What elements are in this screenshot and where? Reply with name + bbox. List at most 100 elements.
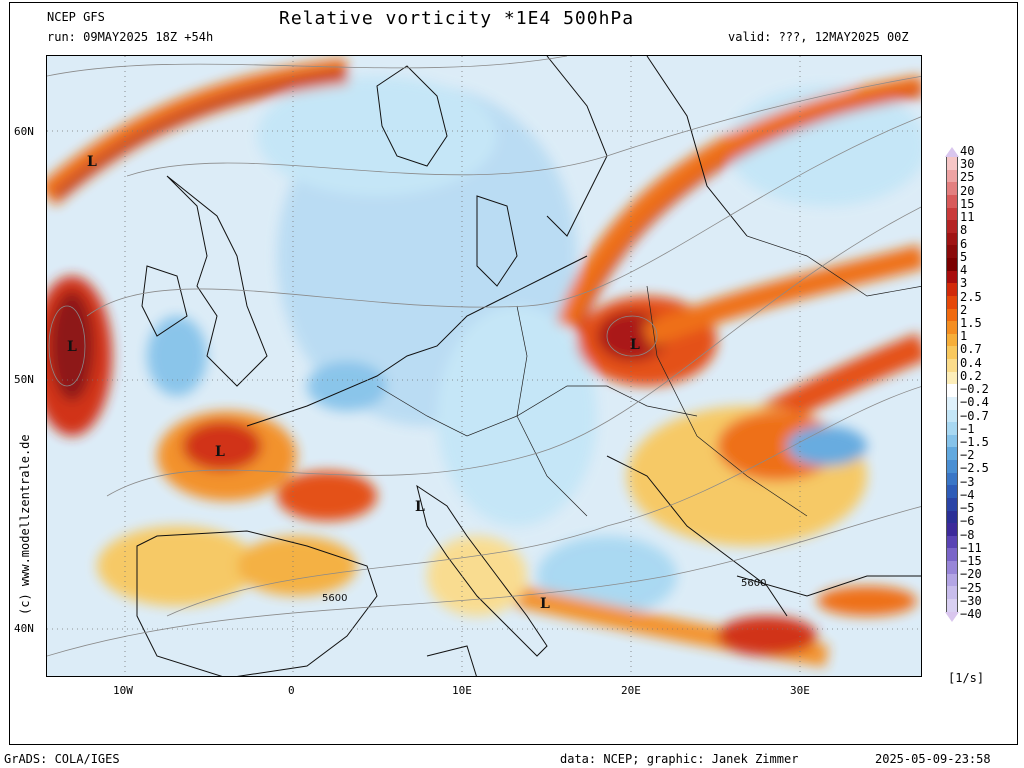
colorbar-cell	[946, 194, 958, 208]
low-marker: L	[630, 337, 640, 353]
colorbar-cell	[946, 396, 958, 410]
low-marker: L	[67, 339, 77, 355]
colorbar-level-label: 11	[960, 210, 975, 225]
colorbar-cell	[946, 497, 958, 511]
footer-credit: data: NCEP; graphic: Janek Zimmer	[560, 752, 799, 766]
colorbar-cell	[946, 447, 958, 460]
colorbar-cell	[946, 422, 958, 435]
colorbar-level-label: −15	[960, 554, 982, 569]
side-credit: (c) www.modellzentrale.de	[18, 434, 32, 615]
colorbar-level-label: −8	[960, 527, 975, 542]
colorbar-cell	[946, 182, 958, 195]
lat-label-50n: 50N	[14, 373, 34, 386]
colorbar-cell	[946, 283, 958, 296]
colorbar-cell	[946, 232, 958, 246]
colorbar-level-label: −1.5	[960, 435, 989, 450]
colorbar-cell	[946, 157, 958, 170]
colorbar-cell	[946, 359, 958, 372]
colorbar-cell	[946, 535, 958, 549]
colorbar-cell	[946, 384, 958, 397]
colorbar-cell	[946, 308, 958, 322]
figure-frame	[9, 2, 1018, 745]
colorbar-unit: [1/s]	[948, 671, 985, 685]
map-canvas: L L L L L L 5600 5600	[47, 56, 921, 676]
colorbar-cell	[946, 169, 958, 183]
contour-label: 5600	[741, 578, 766, 589]
colorbar-level-label: −20	[960, 567, 982, 582]
colorbar-cell	[946, 220, 958, 233]
colorbar-level-label: −2	[960, 448, 975, 463]
colorbar-level-label: −2.5	[960, 461, 989, 476]
lon-label-0: 0	[288, 684, 295, 697]
valid-time: valid: ???, 12MAY2025 00Z	[728, 30, 909, 44]
chart-title: Relative vorticity *1E4 500hPa	[279, 8, 635, 29]
colorbar-level-label: 8	[960, 223, 968, 238]
colorbar-level-label: −11	[960, 540, 982, 555]
low-marker: L	[87, 154, 97, 170]
colorbar-cell	[946, 245, 958, 258]
run-info: run: 09MAY2025 18Z +54h	[47, 30, 214, 44]
colorbar-bottom-arrow	[945, 611, 959, 622]
colorbar-level-label: 0.4	[960, 355, 982, 370]
colorbar-level-label: 1.5	[960, 315, 982, 330]
colorbar-cell	[946, 346, 958, 359]
colorbar-cell	[946, 485, 958, 498]
colorbar-top-arrow	[945, 147, 959, 157]
colorbar-level-label: −40	[960, 607, 982, 621]
lat-label-60n: 60N	[14, 125, 34, 138]
colorbar-cell	[946, 548, 958, 561]
contour-label: 5600	[322, 593, 347, 604]
colorbar-level-label: 5	[960, 249, 968, 264]
colorbar	[942, 147, 962, 622]
colorbar-level-label: 0.2	[960, 368, 982, 383]
footer-software: GrADS: COLA/IGES	[4, 752, 120, 766]
colorbar-cell	[946, 561, 958, 574]
colorbar-level-label: −0.7	[960, 408, 989, 423]
colorbar-cell	[946, 510, 958, 524]
lat-lon-grid	[47, 56, 921, 676]
lon-label-20e: 20E	[621, 684, 641, 697]
footer-timestamp: 2025-05-09-23:58	[875, 752, 991, 766]
colorbar-cell	[946, 321, 958, 334]
colorbar-level-label: 40	[960, 144, 975, 158]
low-marker: L	[415, 499, 425, 515]
colorbar-level-label: 2	[960, 302, 968, 317]
colorbar-level-label: −0.2	[960, 382, 989, 397]
colorbar-level-label: −6	[960, 514, 975, 529]
colorbar-cell	[946, 295, 958, 309]
colorbar-cell	[946, 371, 958, 385]
vorticity-field	[47, 58, 921, 667]
colorbar-level-label: −5	[960, 501, 975, 516]
colorbar-cell	[946, 333, 958, 347]
colorbar-level-label: 30	[960, 157, 975, 172]
low-marker: L	[215, 444, 225, 460]
colorbar-level-label: 1	[960, 329, 968, 344]
colorbar-cell	[946, 258, 958, 271]
colorbar-level-label: 3	[960, 276, 968, 291]
lon-label-10e: 10E	[452, 684, 472, 697]
colorbar-level-label: 4	[960, 263, 968, 278]
colorbar-level-label: 2.5	[960, 289, 982, 304]
colorbar-level-label: −3	[960, 474, 975, 489]
colorbar-level-label: 0.7	[960, 342, 982, 357]
colorbar-level-label: −1	[960, 421, 975, 436]
colorbar-cell	[946, 270, 958, 284]
colorbar-level-label: −30	[960, 593, 982, 608]
colorbar-cell	[946, 207, 958, 221]
colorbar-level-label: −0.4	[960, 395, 989, 410]
borders	[376, 235, 921, 517]
vorticity-map: L L L L L L 5600 5600	[46, 55, 922, 677]
lon-label-30e: 30E	[790, 684, 810, 697]
colorbar-level-label: −4	[960, 487, 975, 502]
colorbar-cell	[946, 598, 958, 612]
lat-label-40n: 40N	[14, 622, 34, 635]
height-contours	[47, 56, 921, 657]
colorbar-level-label: 25	[960, 170, 975, 185]
colorbar-cell	[946, 586, 958, 599]
colorbar-cell	[946, 573, 958, 587]
coastlines	[136, 56, 921, 676]
colorbar-level-label: 6	[960, 236, 968, 251]
model-name: NCEP GFS	[47, 10, 105, 24]
colorbar-level-label: −25	[960, 580, 982, 595]
colorbar-cell	[946, 434, 958, 448]
